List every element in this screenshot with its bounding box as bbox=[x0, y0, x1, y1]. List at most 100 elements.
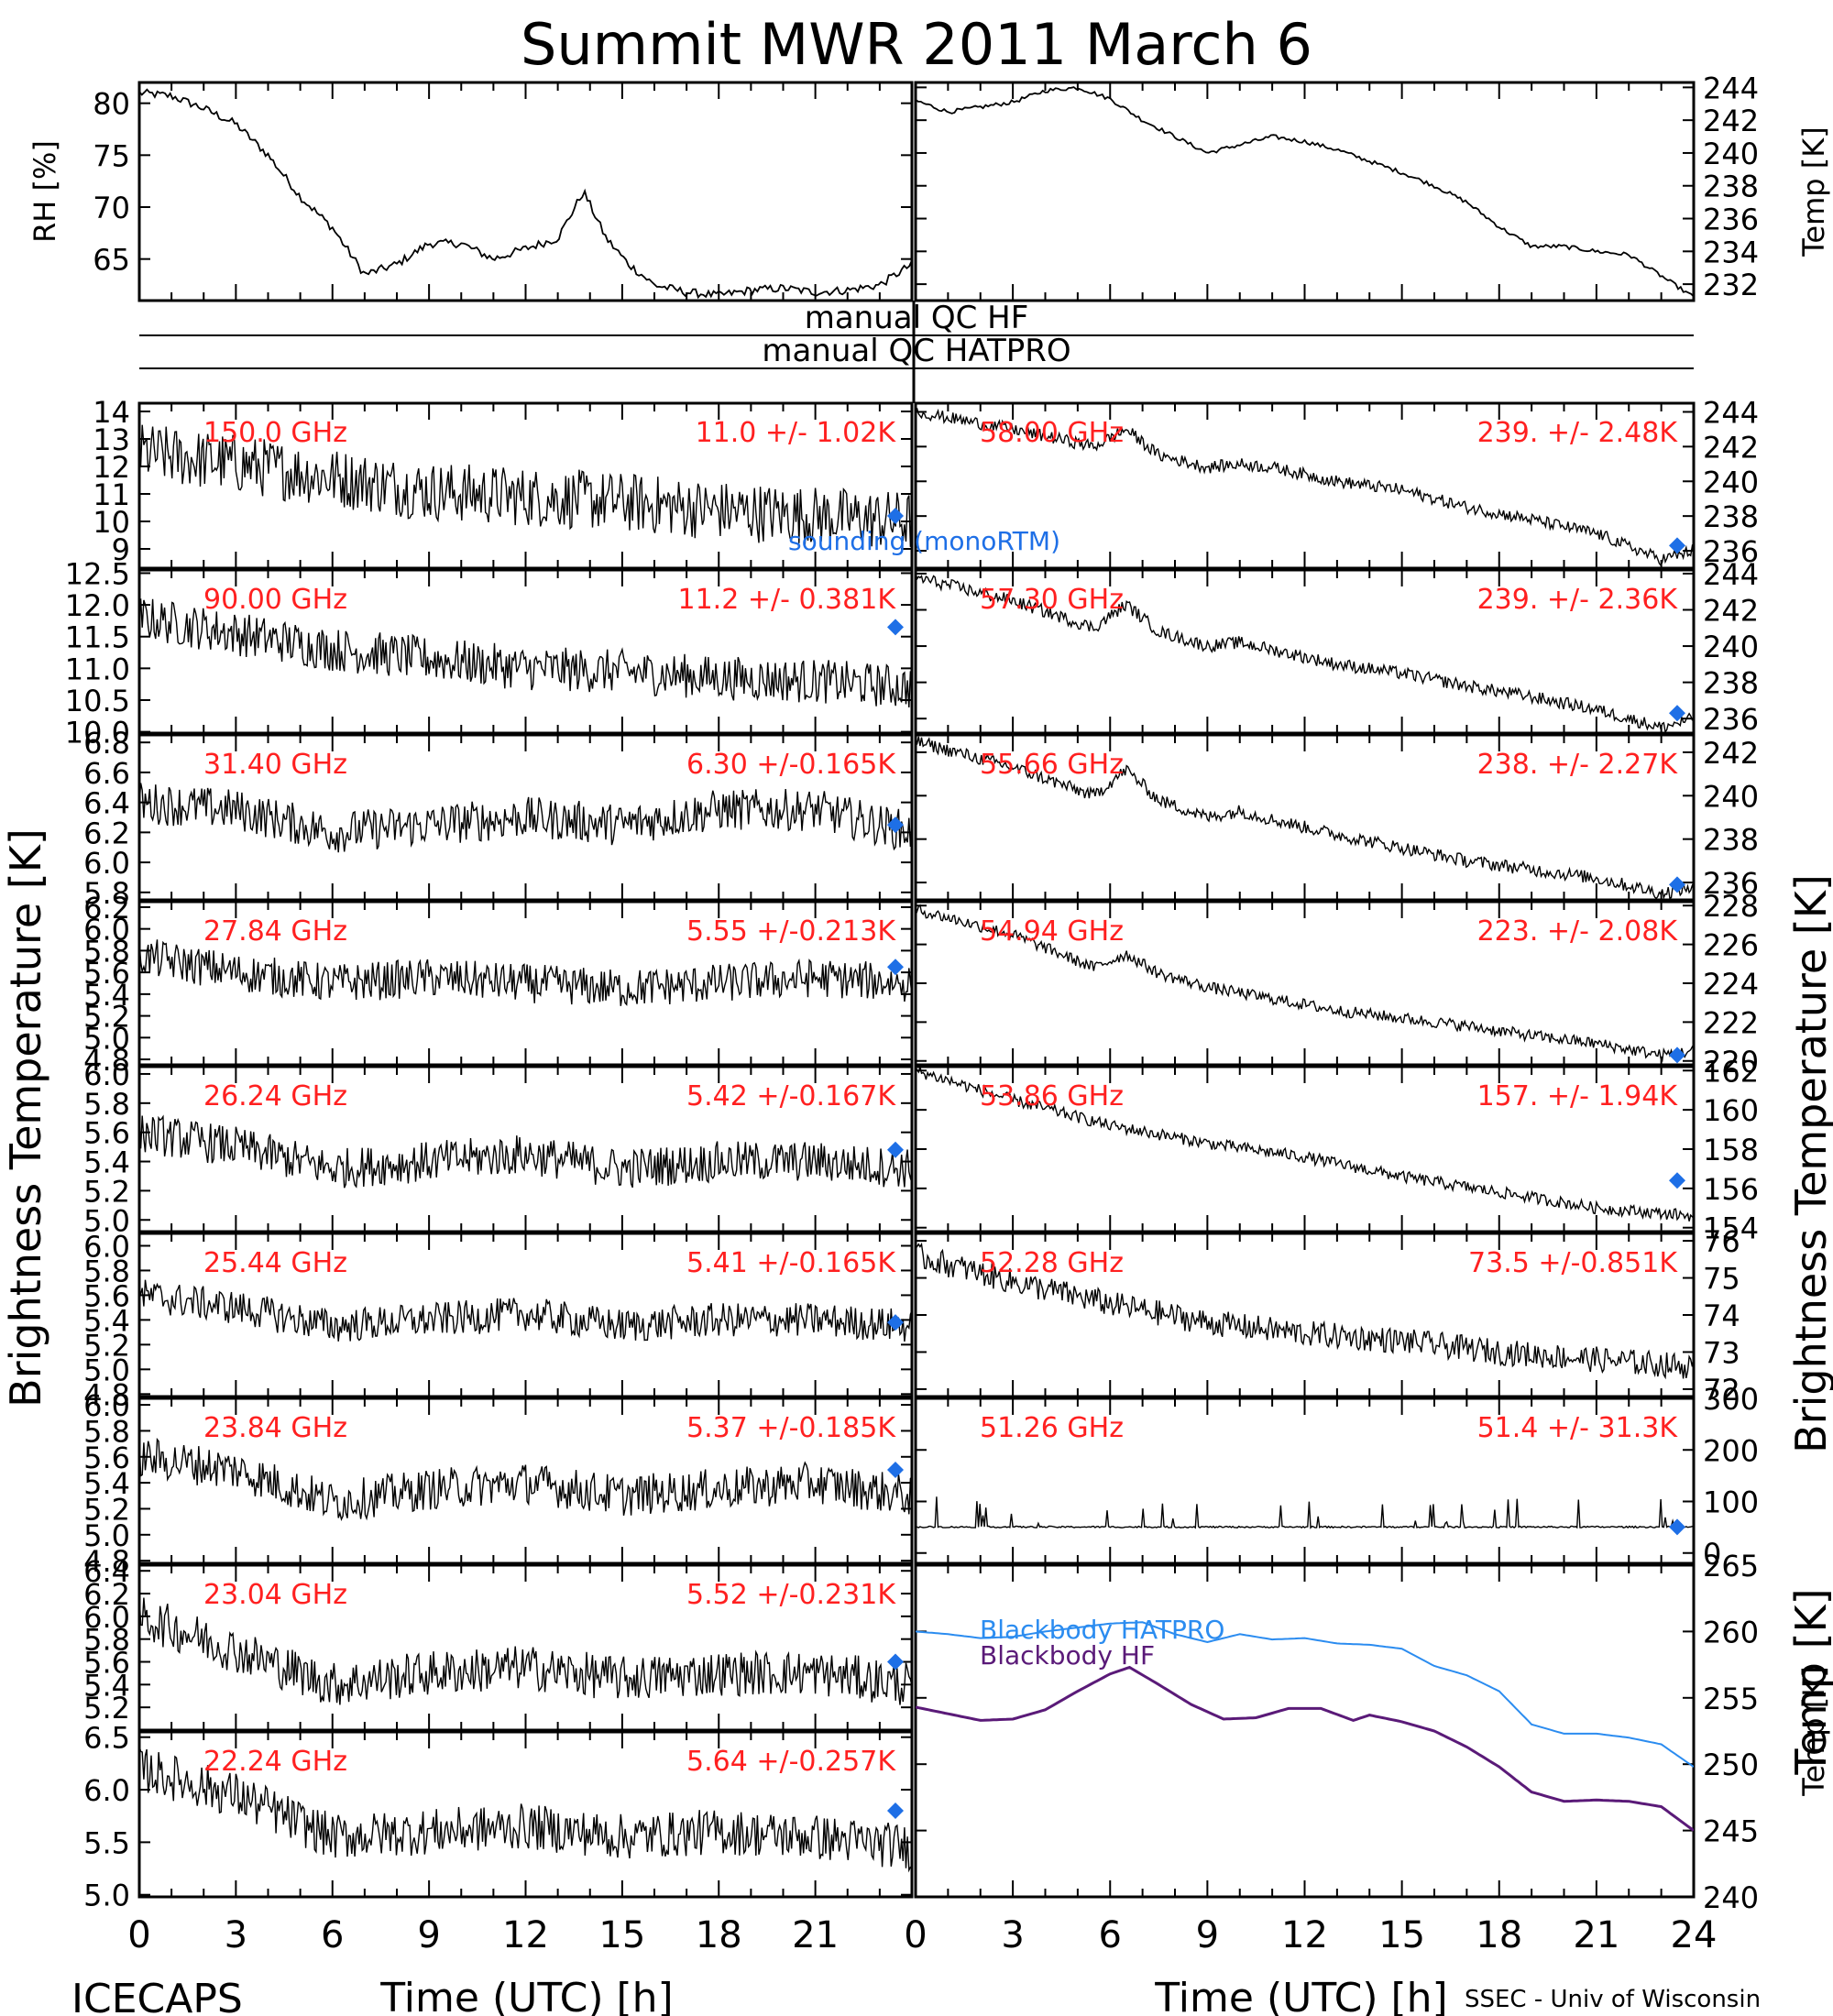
y-tick-label: 6.5 bbox=[83, 1721, 130, 1756]
sounding-marker bbox=[887, 1141, 904, 1158]
y-tick-label: 160 bbox=[1703, 1093, 1759, 1128]
y-tick-label: 5.8 bbox=[83, 934, 130, 969]
right-axis-title: Brightness Temperature [K] bbox=[1786, 874, 1833, 1453]
sounding-marker bbox=[887, 1802, 904, 1819]
channel-stat: 5.55 +/-0.213K bbox=[686, 915, 896, 948]
y-tick-label: 200 bbox=[1703, 1433, 1759, 1468]
sounding-marker bbox=[887, 619, 904, 636]
y-tick-label: 5.8 bbox=[83, 1623, 130, 1658]
channel-stat: 5.37 +/-0.185K bbox=[686, 1412, 896, 1444]
x-tick-label-right: 12 bbox=[1281, 1914, 1328, 1956]
sounding-marker bbox=[1669, 1518, 1685, 1536]
sounding-marker bbox=[887, 1653, 904, 1671]
y-tick-label: 10 bbox=[93, 505, 130, 540]
y-tick-label: 5.8 bbox=[83, 1254, 130, 1288]
series-line bbox=[139, 1279, 912, 1342]
series-line bbox=[916, 904, 1694, 1063]
panel-frame bbox=[914, 81, 1696, 302]
sounding-marker bbox=[1669, 876, 1685, 893]
y-tick-label: 12.5 bbox=[65, 556, 130, 591]
y-tick-label: 260 bbox=[1703, 1615, 1759, 1649]
y-tick-label: 12 bbox=[93, 450, 130, 485]
y-tick-label: 242 bbox=[1703, 104, 1759, 138]
panel-ch-2784: 4.85.05.25.45.65.86.06.2 27.84 GHz 5.55 +/… bbox=[83, 891, 914, 1078]
series-line bbox=[139, 1112, 912, 1189]
y-tick-label: 5.0 bbox=[83, 1879, 130, 1913]
y-tick-label: 242 bbox=[1703, 594, 1759, 629]
x-tick-label-right: 24 bbox=[1671, 1914, 1718, 1956]
y-tick-label: 12.0 bbox=[65, 588, 130, 623]
channel-stat: 6.30 +/-0.165K bbox=[686, 749, 896, 781]
y-tick-label: 5.6 bbox=[83, 1278, 130, 1313]
y-tick-label: 5.5 bbox=[83, 1825, 130, 1860]
y-tick-label: 236 bbox=[1703, 702, 1759, 737]
series-line bbox=[916, 1067, 1694, 1222]
footer-ssec: SSEC - Univ of Wisconsin bbox=[1465, 1986, 1761, 2013]
y-tick-label: 5.6 bbox=[83, 1441, 130, 1475]
y-tick-label: 240 bbox=[1703, 1880, 1759, 1915]
x-tick-label-right: 21 bbox=[1573, 1914, 1619, 1956]
y-tick-label: 236 bbox=[1703, 534, 1759, 569]
y-tick-label: 244 bbox=[1703, 71, 1759, 105]
sounding-marker bbox=[887, 508, 904, 524]
qc-hatpro-label: manual QC HATPRO bbox=[762, 333, 1070, 369]
channel-stat: 238. +/- 2.27K bbox=[1477, 749, 1679, 781]
y-tick-label: 5.2 bbox=[83, 1691, 130, 1726]
y-tick-label: 6.4 bbox=[83, 1554, 130, 1589]
channel-stat: 5.41 +/-0.165K bbox=[686, 1247, 896, 1279]
x-axis-title-right: Time (UTC) [h] bbox=[1154, 1975, 1447, 2016]
footer-icecaps: ICECAPS bbox=[71, 1976, 243, 2016]
channel-stat: 239. +/- 2.36K bbox=[1477, 584, 1679, 616]
x-tick-label-left: 18 bbox=[696, 1914, 742, 1956]
y-tick-label: 236 bbox=[1703, 203, 1759, 237]
series-line bbox=[139, 783, 912, 853]
channel-frequency: 90.00 GHz bbox=[203, 584, 347, 616]
y-tick-label: 75 bbox=[93, 138, 130, 173]
x-tick-label-right: 18 bbox=[1476, 1914, 1522, 1956]
y-tick-label: 6.8 bbox=[83, 726, 130, 761]
y-tick-label: 4.8 bbox=[83, 1043, 130, 1078]
channel-frequency: 26.24 GHz bbox=[203, 1080, 347, 1112]
y-tick-label: 5.2 bbox=[83, 1328, 130, 1363]
y-tick-label: 0 bbox=[1703, 1537, 1721, 1572]
sounding-marker bbox=[1669, 1172, 1685, 1189]
y-tick-label: 72 bbox=[1703, 1373, 1740, 1408]
y-tick-label: 5.8 bbox=[83, 876, 130, 911]
y-tick-label: 70 bbox=[93, 191, 130, 225]
y-tick-label: 6.0 bbox=[83, 1057, 130, 1092]
channel-stat: 5.42 +/-0.167K bbox=[686, 1080, 896, 1112]
labels: Summit MWR 2011 March 6 manual QC HF man… bbox=[1, 11, 1833, 2016]
channel-frequency: 58.00 GHz bbox=[980, 417, 1124, 449]
y-tick-label: 5.2 bbox=[83, 1000, 130, 1035]
channel-stat: 11.0 +/- 1.02K bbox=[696, 417, 897, 449]
x-tick-label-left: 12 bbox=[502, 1914, 549, 1956]
series-line bbox=[139, 1437, 912, 1521]
y-tick-label: 5.6 bbox=[83, 1646, 130, 1681]
channel-stat: 51.4 +/- 31.3K bbox=[1477, 1412, 1679, 1444]
y-tick-label: 240 bbox=[1703, 779, 1759, 814]
channel-stat: 157. +/- 1.94K bbox=[1477, 1080, 1679, 1112]
channel-frequency: 53.86 GHz bbox=[980, 1080, 1124, 1112]
y-tick-label: 158 bbox=[1703, 1133, 1759, 1167]
panel-ch-5126: 0 100 200 300 51.26 GHz 51.4 +/- 31.3K bbox=[914, 1382, 1759, 1572]
y-tick-label: 238 bbox=[1703, 666, 1759, 701]
panel-frame bbox=[137, 81, 914, 302]
y-tick-label: 5.0 bbox=[83, 1518, 130, 1553]
legend-entry: Blackbody HF bbox=[980, 1640, 1155, 1671]
y-axis-label: Temp [K] bbox=[1796, 126, 1831, 257]
y-tick-label: 242 bbox=[1703, 736, 1759, 771]
x-tick-label-left: 15 bbox=[598, 1914, 645, 1956]
channel-frequency: 150.0 GHz bbox=[203, 417, 347, 449]
sounding-legend: sounding (monoRTM) bbox=[788, 526, 1060, 556]
channel-frequency: 52.28 GHz bbox=[980, 1247, 1124, 1279]
y-tick-label: 75 bbox=[1703, 1262, 1740, 1297]
x-tick-label-left: 3 bbox=[225, 1914, 247, 1956]
y-tick-label: 245 bbox=[1703, 1814, 1759, 1849]
y-tick-label: 5.4 bbox=[83, 1668, 130, 1703]
channel-frequency: 57.30 GHz bbox=[980, 584, 1124, 616]
y-tick-label: 255 bbox=[1703, 1682, 1759, 1716]
